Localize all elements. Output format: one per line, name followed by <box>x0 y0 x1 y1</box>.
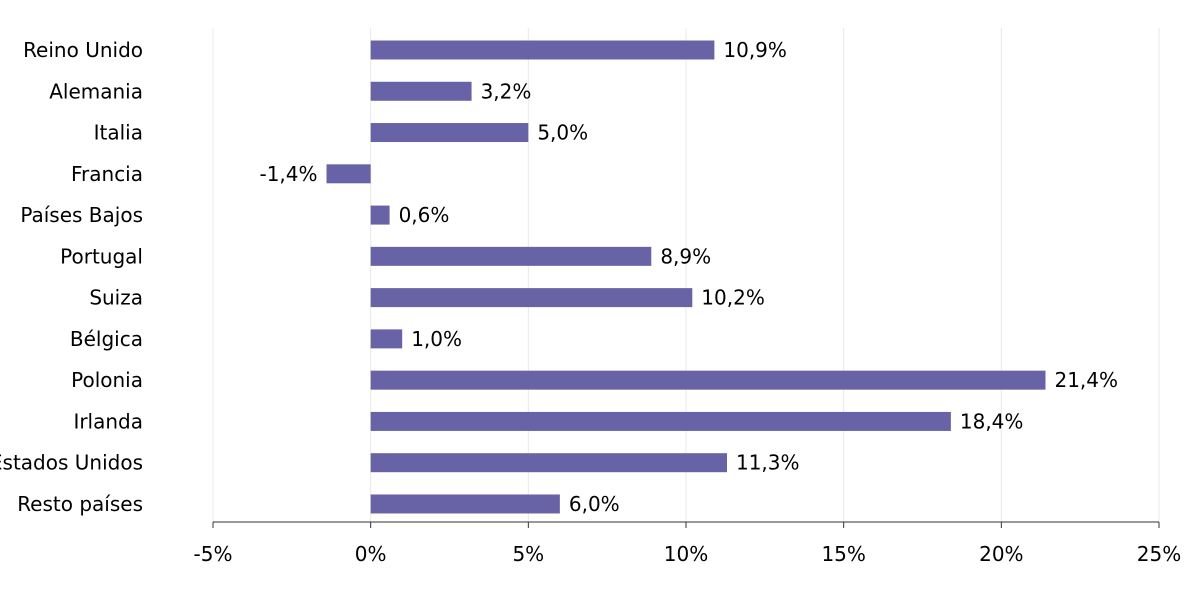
x-tick-label: 25% <box>1137 542 1181 566</box>
category-label: Portugal <box>60 244 143 268</box>
category-label: Resto países <box>17 492 143 516</box>
x-tick-label: 20% <box>979 542 1023 566</box>
bar <box>370 411 951 431</box>
gridlines <box>212 28 1160 522</box>
data-label: 10,9% <box>723 38 787 62</box>
bar <box>370 288 693 308</box>
data-label: 18,4% <box>960 409 1024 433</box>
x-tick-label: 15% <box>821 542 865 566</box>
category-label: Alemania <box>49 79 143 103</box>
category-label: Estados Unidos <box>0 451 143 475</box>
bar <box>326 164 371 184</box>
data-label: 0,6% <box>399 203 450 227</box>
bar <box>370 370 1046 390</box>
bar <box>370 40 715 60</box>
x-tick-label: 5% <box>512 542 544 566</box>
category-label: Suiza <box>89 286 143 310</box>
bar <box>370 81 472 101</box>
category-label: Italia <box>94 121 143 145</box>
x-tick-label: 0% <box>355 542 387 566</box>
category-label: Países Bajos <box>20 203 143 227</box>
data-label: 10,2% <box>701 286 765 310</box>
bar <box>370 453 727 473</box>
bars <box>326 40 1046 514</box>
bar <box>370 494 560 514</box>
bar <box>370 205 390 225</box>
category-label: Francia <box>71 162 143 186</box>
category-label: Irlanda <box>73 409 143 433</box>
data-label: 11,3% <box>736 451 800 475</box>
category-label: Bélgica <box>70 327 143 351</box>
data-label: 21,4% <box>1054 368 1118 392</box>
data-label: 6,0% <box>569 492 620 516</box>
x-tick-label: 10% <box>664 542 708 566</box>
x-axis: -5% 0% 5% 10% 15% 20% 25% <box>194 521 1181 566</box>
data-label: 3,2% <box>481 79 532 103</box>
bar <box>370 329 403 349</box>
labels: Reino Unido 10,9% Alemania 3,2% Italia 5,0% Fr… <box>0 38 1118 516</box>
data-label: -1,4% <box>259 162 317 186</box>
data-label: 8,9% <box>660 244 711 268</box>
category-label: Reino Unido <box>23 38 143 62</box>
bar <box>370 246 652 266</box>
category-label: Polonia <box>71 368 143 392</box>
data-label: 5,0% <box>537 121 588 145</box>
bar <box>370 123 529 143</box>
data-label: 1,0% <box>411 327 462 351</box>
x-tick-label: -5% <box>194 542 233 566</box>
